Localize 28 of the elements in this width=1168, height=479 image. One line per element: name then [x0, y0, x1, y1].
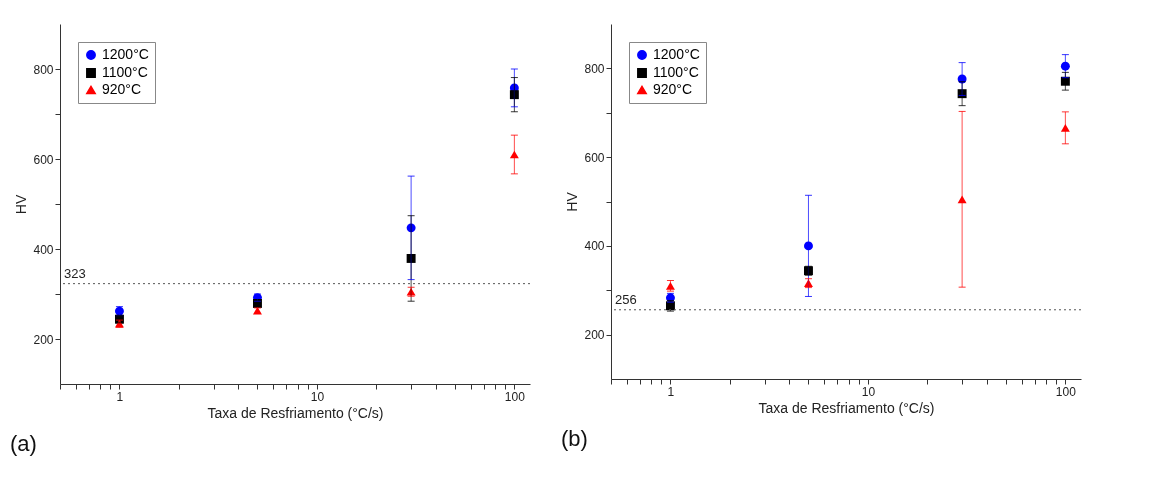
y-tick-label: 400	[33, 242, 54, 257]
y-tick-label: 600	[33, 152, 54, 167]
x-tick-label: 100	[504, 389, 526, 404]
legend-label: 1200°C	[102, 46, 149, 62]
text: (a)	[10, 431, 37, 456]
x-tick-label: 10	[310, 389, 325, 404]
ref-line-label: 256	[615, 291, 637, 307]
x-axis-title: Taxa de Resfriamento (°C/s)	[758, 399, 935, 416]
legend-label: 1100°C	[653, 64, 699, 80]
x-tick-label: 1	[667, 384, 675, 399]
x-tick-label: 1	[116, 389, 124, 404]
x-tick-label: 10	[861, 384, 876, 399]
y-tick-label: 400	[584, 239, 605, 254]
y-tick-label: 800	[584, 61, 605, 76]
x-tick-label: 100	[1055, 384, 1077, 399]
y-tick-label: 600	[584, 150, 605, 165]
legend-label: 1100°C	[102, 64, 148, 80]
y-tick-label: 800	[33, 62, 54, 77]
y-tick-label: 200	[584, 328, 605, 343]
y-axis-title: HV	[564, 191, 581, 212]
y-axis-title: HV	[13, 194, 30, 215]
legend-label: 920°C	[653, 81, 693, 97]
text: (b)	[561, 426, 588, 451]
legend-label: 1200°C	[653, 46, 700, 62]
y-tick-label: 200	[33, 332, 54, 347]
x-axis-title: Taxa de Resfriamento (°C/s)	[207, 404, 384, 421]
ref-line-label: 323	[64, 265, 86, 281]
legend-label: 920°C	[102, 81, 142, 97]
